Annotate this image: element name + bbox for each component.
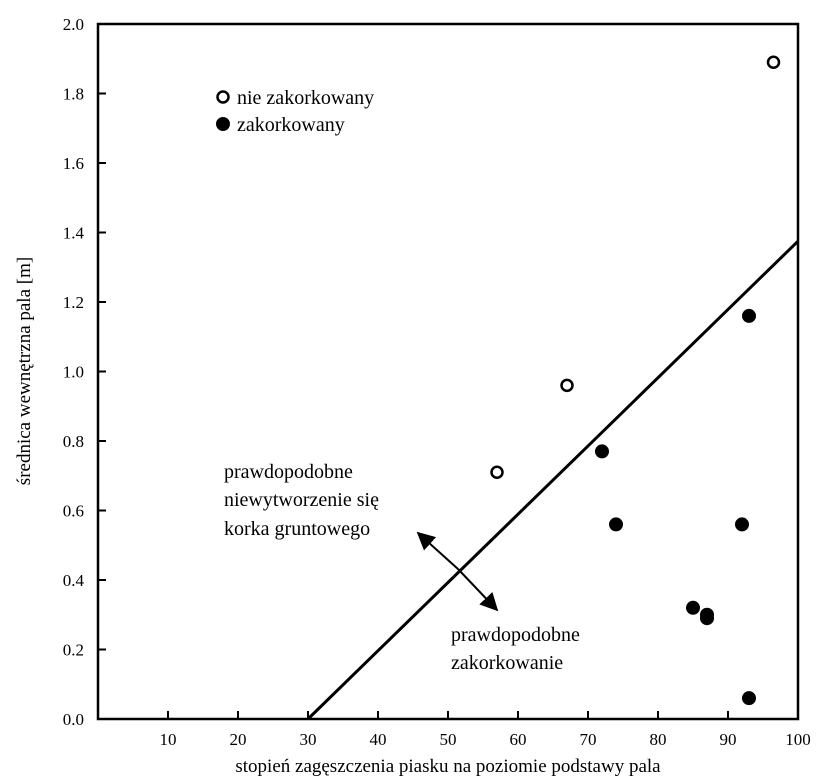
data-point-filled bbox=[735, 517, 749, 532]
x-tick-label: 50 bbox=[440, 730, 457, 749]
data-point-filled bbox=[700, 611, 714, 626]
y-tick-label: 0.2 bbox=[63, 641, 84, 660]
arrow-up-left bbox=[416, 531, 459, 570]
legend-open-circle-icon bbox=[216, 90, 230, 104]
data-point-open bbox=[560, 378, 574, 393]
x-tick-label: 70 bbox=[580, 730, 597, 749]
data-point-open bbox=[490, 465, 504, 480]
legend-label-unplugged: nie zakorkowany bbox=[237, 87, 374, 109]
x-tick-label: 60 bbox=[510, 730, 527, 749]
y-tick-label: 0.6 bbox=[63, 502, 84, 521]
y-tick-label: 1.6 bbox=[63, 154, 84, 173]
data-point-filled bbox=[742, 308, 756, 323]
y-tick-label: 0.0 bbox=[63, 710, 84, 729]
annotation-line-1: prawdopodobne bbox=[451, 624, 580, 646]
x-tick-label: 20 bbox=[230, 730, 247, 749]
arrow-down-right bbox=[457, 568, 499, 612]
x-tick-label: 90 bbox=[720, 730, 737, 749]
data-point-filled bbox=[609, 517, 623, 532]
y-tick-label: 0.8 bbox=[63, 432, 84, 451]
legend-label-plugged: zakorkowany bbox=[237, 114, 345, 136]
legend-filled-circle-icon bbox=[216, 117, 230, 131]
annotation-line-2: niewytworzenie się bbox=[224, 489, 379, 511]
x-tick-label: 80 bbox=[650, 730, 667, 749]
y-tick-label: 0.4 bbox=[63, 571, 85, 590]
y-tick-label: 1.4 bbox=[63, 224, 85, 243]
x-tick-label: 10 bbox=[160, 730, 177, 749]
data-point-open bbox=[766, 55, 781, 69]
legend: nie zakorkowany zakorkowany bbox=[216, 87, 374, 136]
y-axis-title: średnica wewnętrzna pala [m] bbox=[14, 257, 35, 485]
x-tick-label: 30 bbox=[300, 730, 317, 749]
x-tick-label: 100 bbox=[785, 730, 811, 749]
y-axis-ticks: 0.0 0.2 0.4 0.6 0.8 1.0 1.2 1.4 1.6 1.8 2.0 bbox=[63, 15, 106, 729]
annotation-likely-plug: prawdopodobne zakorkowanie bbox=[451, 624, 580, 674]
annotation-line-1: prawdopodobne bbox=[224, 461, 353, 483]
x-tick-label: 40 bbox=[370, 730, 387, 749]
y-tick-label: 1.8 bbox=[63, 85, 84, 104]
data-point-filled bbox=[595, 444, 609, 459]
x-axis-ticks: 10 20 30 40 50 60 70 80 90 100 bbox=[160, 711, 811, 749]
y-tick-label: 2.0 bbox=[63, 15, 84, 34]
annotation-unlikely-plug: prawdopodobne niewytworzenie się korka g… bbox=[224, 461, 379, 540]
data-point-filled bbox=[742, 691, 756, 706]
y-tick-label: 1.0 bbox=[63, 363, 84, 382]
y-tick-label: 1.2 bbox=[63, 293, 84, 312]
annotation-line-2: zakorkowanie bbox=[451, 652, 563, 674]
annotation-line-3: korka gruntowego bbox=[224, 518, 370, 540]
data-points bbox=[490, 55, 781, 706]
boundary-line bbox=[306, 240, 800, 721]
data-point-filled bbox=[686, 600, 700, 615]
x-axis-title: stopień zagęszczenia piasku na poziomie … bbox=[235, 756, 661, 777]
